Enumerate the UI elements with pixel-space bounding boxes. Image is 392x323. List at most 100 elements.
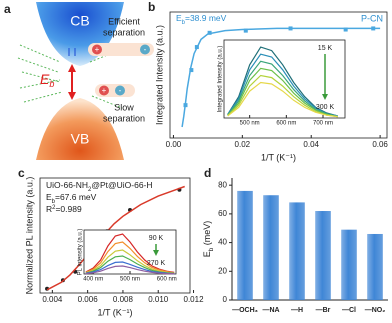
eb-label: Eb xyxy=(40,71,54,90)
curve xyxy=(227,46,338,117)
curve xyxy=(85,265,175,275)
cb-label: CB xyxy=(70,13,89,29)
plus: + xyxy=(102,86,107,95)
y-axis-label: Integrated Intensity (a.u.) xyxy=(154,25,164,125)
trend-arrowhead xyxy=(153,250,159,256)
minus: - xyxy=(144,45,147,54)
x-tick-label: 0.00 xyxy=(166,140,182,149)
x-tick-label: 700 nm xyxy=(313,121,333,127)
arrow-label: 300 K xyxy=(316,104,335,111)
efficient-label: Efficient xyxy=(108,16,140,26)
sample-label: P-CN xyxy=(361,13,383,23)
vb-band xyxy=(36,98,124,160)
curve xyxy=(227,53,338,117)
y-axis-label: Eb (meV) xyxy=(202,221,215,258)
annotation-part: b xyxy=(182,20,186,26)
x-tick-label: 600 nm xyxy=(157,277,177,283)
eb-symbol: E xyxy=(40,71,50,87)
bar xyxy=(341,229,357,300)
point xyxy=(343,27,348,32)
panel-letter: a xyxy=(4,2,11,16)
y-axis-label-part: E xyxy=(202,251,212,257)
annotation-part: E xyxy=(46,192,52,202)
annotation-part: b xyxy=(52,199,56,205)
bar xyxy=(263,195,279,300)
pill xyxy=(88,43,154,56)
bar xyxy=(289,202,305,300)
frame xyxy=(169,11,388,139)
curve xyxy=(227,81,338,118)
x-tick-label: 400 nm xyxy=(83,277,103,283)
panel-letter: c xyxy=(18,166,25,180)
vb-label: VB xyxy=(71,131,90,147)
curve xyxy=(181,27,381,128)
slow-label: separation xyxy=(103,113,145,123)
y-axis-label: PL Intensity (a.u.) xyxy=(78,229,84,276)
x-tick-label: —NO₂ xyxy=(365,307,386,314)
annotation-part: =38.9 meV xyxy=(185,13,227,23)
sample-label-part: @Pt@UiO-66-H xyxy=(91,180,152,190)
point xyxy=(243,28,248,33)
bar xyxy=(315,211,331,300)
bar xyxy=(367,233,383,300)
y-axis-label-part: b xyxy=(208,247,215,251)
annotation: Eb=38.9 meV xyxy=(176,13,227,25)
panel-letter: b xyxy=(148,0,155,14)
curve xyxy=(85,241,175,274)
arrow-label: 270 K xyxy=(147,260,166,267)
curve xyxy=(227,60,338,118)
eb-sub: b xyxy=(49,79,54,89)
x-tick-label: —OCH₃ xyxy=(232,307,258,314)
x-axis-label: 1/T (K⁻¹) xyxy=(97,307,132,317)
x-axis-label: 1/T (K⁻¹) xyxy=(261,152,296,162)
blue-arrows xyxy=(68,48,76,56)
r-squared-part: =0.989 xyxy=(55,204,82,214)
y-tick-label: 0 xyxy=(223,295,228,304)
annotation-part: E xyxy=(176,13,182,23)
x-tick-label: 0.06 xyxy=(372,140,388,149)
y-axis-label: Normalized PL intensity (a.u.) xyxy=(24,177,34,295)
electron xyxy=(115,85,125,96)
r-squared-part: R xyxy=(46,204,52,214)
point xyxy=(189,68,194,73)
x-tick-label: 0.02 xyxy=(235,140,251,149)
plus: + xyxy=(95,45,100,54)
y-tick-label: 80 xyxy=(218,180,227,189)
x-tick-label: 0.004 xyxy=(42,295,63,304)
x-tick-label: 500 nm xyxy=(240,121,260,127)
x-tick-label: —H xyxy=(291,307,303,314)
slow-label: Slow xyxy=(114,102,134,112)
curve xyxy=(85,261,175,275)
efficient-label: separation xyxy=(103,27,145,37)
sample-label-part: UiO-66-NH xyxy=(46,180,88,190)
sample-label-part: 2 xyxy=(88,187,91,193)
x-tick-label: 600 nm xyxy=(276,121,296,127)
x-tick-label: —NA xyxy=(262,307,279,314)
x-tick-label: 0.008 xyxy=(113,295,134,304)
curve xyxy=(85,249,175,274)
x-tick-label: —Cl xyxy=(342,307,356,314)
x-tick-label: 0.04 xyxy=(303,140,319,149)
frame xyxy=(223,39,346,119)
hole xyxy=(99,85,109,96)
hole xyxy=(92,44,102,55)
curve xyxy=(85,233,175,273)
y-axis-label: Integrated Intensity (a.u.) xyxy=(218,46,224,113)
x-tick-label: —Br xyxy=(316,307,331,314)
r-squared: R2=0.989 xyxy=(46,204,82,214)
x-tick-label: 0.012 xyxy=(184,295,205,304)
y-axis-label-part: (meV) xyxy=(202,221,212,248)
x-tick-label: 500 nm xyxy=(120,277,140,283)
trend-arrowhead xyxy=(322,94,328,100)
arrow-label: 15 K xyxy=(318,45,333,52)
annotation: Eb=67.6 meV xyxy=(46,192,97,204)
x-tick-label: 0.010 xyxy=(148,295,169,304)
r-squared-part: 2 xyxy=(52,205,55,211)
arrow-label: 90 K xyxy=(149,235,164,242)
y-tick-label: 40 xyxy=(218,238,227,247)
annotation-part: =67.6 meV xyxy=(55,192,97,202)
electron xyxy=(140,44,150,55)
curve xyxy=(227,67,338,118)
eb-arrowheads xyxy=(68,64,76,100)
